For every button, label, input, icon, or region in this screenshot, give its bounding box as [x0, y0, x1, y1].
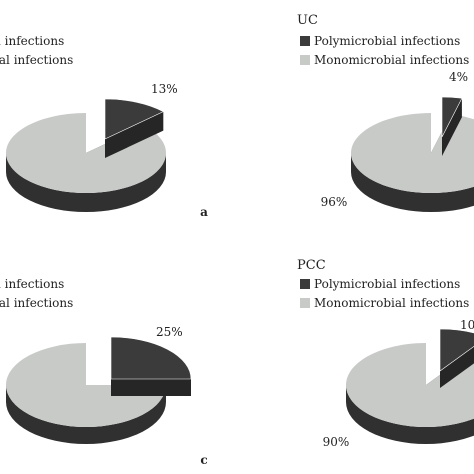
legend-entry: Polymicrobial infections	[314, 277, 460, 291]
pie-slice-exploded	[104, 98, 164, 158]
chart-title: UC	[297, 13, 318, 28]
pie-panel: UC Polymicrobial infections Monomicrobial …	[297, 13, 474, 212]
data-label: 10%	[460, 318, 474, 332]
slice-top	[441, 96, 463, 138]
slice-cut-face	[442, 98, 462, 156]
slice-top	[5, 113, 167, 193]
legend-entry: Monomicrobial infections	[314, 296, 469, 310]
slice-cut-face	[440, 346, 474, 388]
slice-top	[104, 98, 164, 140]
data-label: 13%	[151, 82, 178, 96]
panel-label: a	[200, 205, 208, 219]
legend-entry: Monomicrobial infections	[0, 296, 73, 310]
legend-swatch	[300, 279, 310, 289]
slice-cut-face	[105, 111, 164, 158]
slice-side	[6, 385, 166, 444]
slice-cut-face	[111, 379, 191, 396]
legend-entry: Polymicrobial infections	[0, 34, 64, 48]
data-label: 25%	[156, 325, 183, 339]
legend-swatch	[300, 298, 310, 308]
pie-slice-exploded	[441, 96, 463, 156]
slice-side	[351, 153, 474, 212]
slice-top	[6, 343, 166, 427]
legend-entry: Monomicrobial infections	[314, 53, 469, 67]
slice-top	[439, 328, 474, 372]
slice-side	[6, 153, 166, 212]
data-label: 90%	[323, 435, 350, 449]
data-label: 96%	[321, 195, 348, 209]
slice-top	[346, 343, 474, 427]
legend-entry: Monomicrobial infections	[0, 53, 73, 67]
pie-slice-exploded	[439, 328, 474, 388]
pie-panel: Polymicrobial infections Monomicrobial in…	[0, 34, 208, 219]
legend-entry: Polymicrobial infections	[0, 277, 64, 291]
slice-top	[110, 336, 192, 380]
slice-side	[346, 385, 474, 444]
pie-slice-exploded	[110, 336, 192, 396]
pie-panel: Polymicrobial infections Monomicrobial in…	[0, 277, 208, 467]
pie-panel: PCC Polymicrobial infections Monomicrobial…	[297, 258, 474, 449]
data-label: 4%	[449, 70, 468, 84]
chart-title: PCC	[297, 258, 326, 273]
legend-entry: Polymicrobial infections	[314, 34, 460, 48]
panel-label: c	[200, 453, 207, 467]
legend-swatch	[300, 36, 310, 46]
legend-swatch	[300, 55, 310, 65]
